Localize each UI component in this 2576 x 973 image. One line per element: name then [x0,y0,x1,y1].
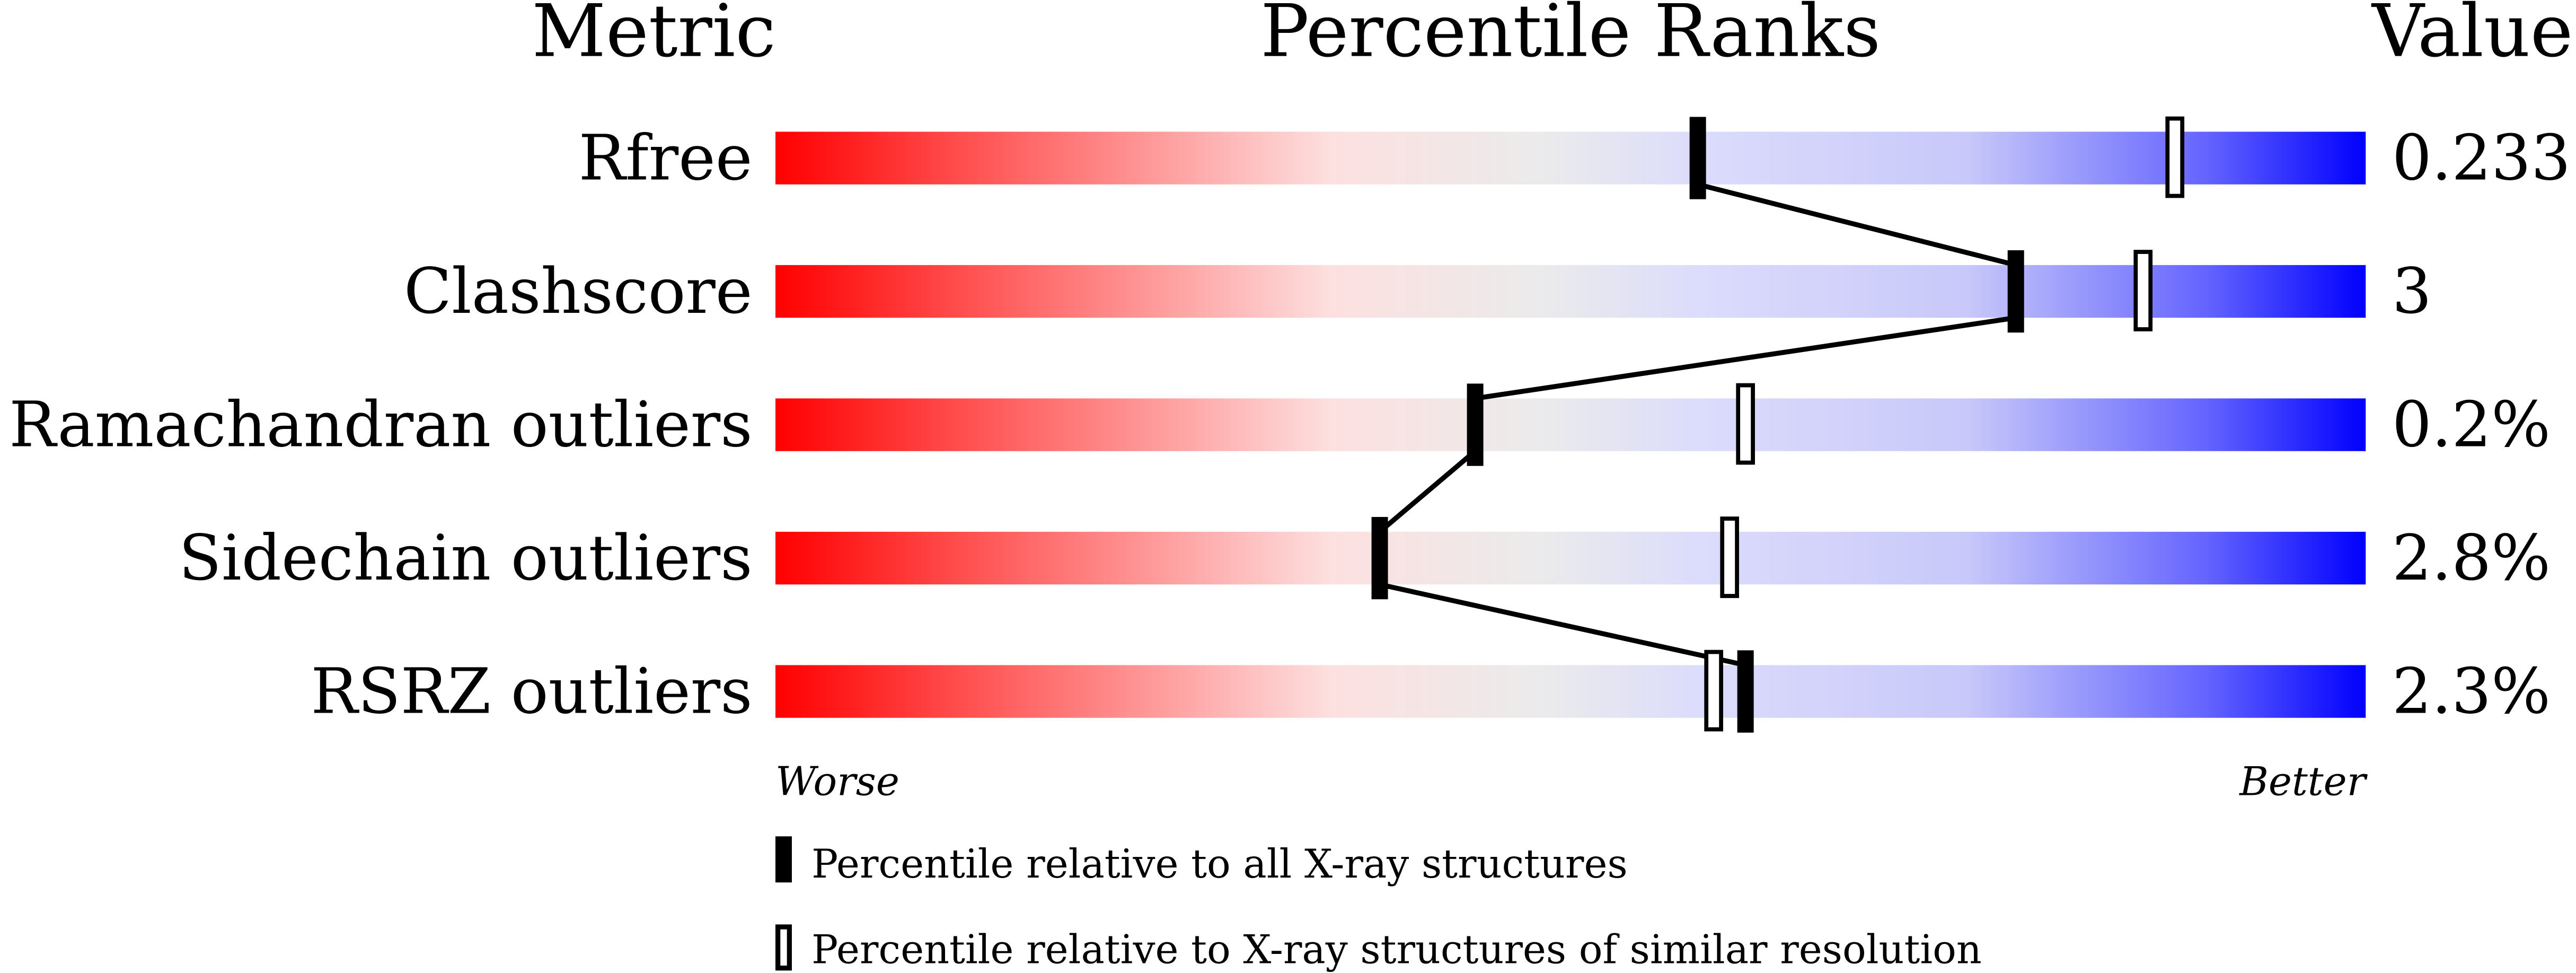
metric-label: Clashscore [404,255,753,328]
metric-value: 2.3% [2392,655,2551,727]
metric-value: 2.8% [2392,522,2551,594]
metric-label: Ramachandran outliers [9,388,752,461]
gradient-bar [775,132,2366,185]
gradient-bar [775,665,2366,718]
legend-open-marker-icon [775,924,792,971]
header-value: Value [2371,0,2573,74]
connector-line [1475,315,2016,401]
connector-line [1697,182,2017,268]
metric-value: 0.233 [2392,121,2571,194]
marker-all-structures [1689,117,1706,199]
metric-value: 0.2% [2392,388,2551,461]
metric-value: 3 [2392,255,2432,328]
metric-label: Rfree [579,121,753,194]
metric-label: RSRZ outliers [311,655,752,727]
gradient-bar [775,398,2366,451]
gradient-bar [775,265,2366,318]
connector-line [1378,449,1477,534]
metric-label: Sidechain outliers [179,522,752,594]
header-percentile-ranks: Percentile Ranks [1260,0,1881,74]
marker-similar-resolution [1736,383,1755,465]
worse-label: Worse [775,759,899,805]
marker-similar-resolution [1704,650,1723,732]
marker-similar-resolution [2165,116,2185,198]
legend-all: Percentile relative to all X-ray structu… [811,841,1627,887]
marker-similar-resolution [2133,250,2153,331]
header-metric: Metric [532,0,775,74]
gradient-bar [775,531,2366,585]
connector-line [1379,582,1746,668]
marker-all-structures [1737,650,1754,733]
legend-filled-marker-icon [775,836,792,883]
marker-all-structures [1467,383,1484,466]
better-label: Better [2238,759,2368,805]
marker-all-structures [2007,250,2024,333]
legend-similar: Percentile relative to X-ray structures … [811,926,1982,972]
marker-similar-resolution [1720,516,1739,598]
marker-all-structures [1371,516,1388,600]
